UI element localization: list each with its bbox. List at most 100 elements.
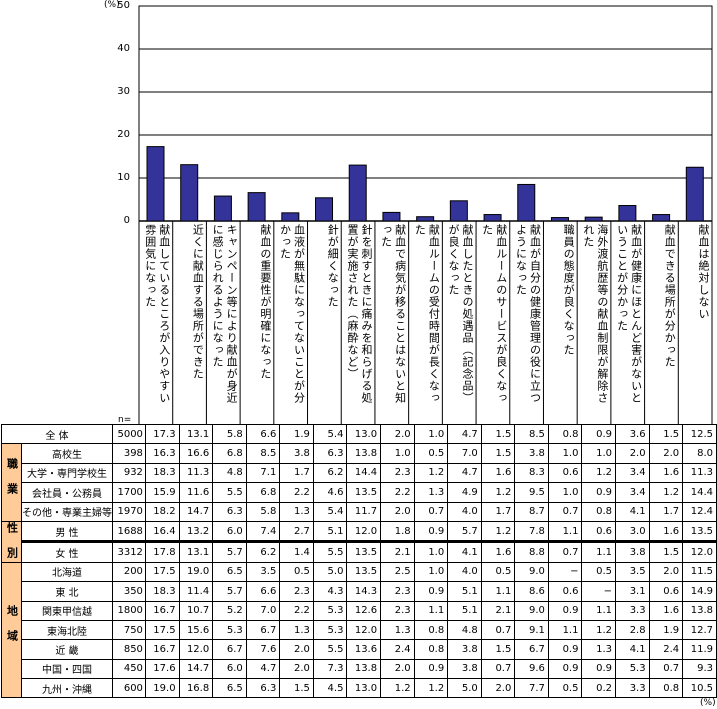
row-label: 大学・専門学校生 (20, 462, 113, 484)
table-cell: 16.4 (144, 520, 180, 543)
table-cell: 0.5 (279, 561, 314, 583)
table-cell: 0.8 (581, 501, 617, 522)
table-cell: 14.4 (682, 482, 717, 503)
table-cell: 14.9 (682, 581, 717, 602)
table-cell: 0.6 (547, 581, 583, 602)
table-cell: 4.7 (245, 658, 281, 680)
row-label: 高校生 (20, 443, 113, 464)
table-cell: 2.1 (480, 600, 516, 621)
table-cell: 1.5 (480, 443, 516, 464)
table-cell: 3.3 (615, 600, 650, 621)
table-cell: 5.4 (312, 501, 348, 522)
table-cell: 7.0 (245, 600, 281, 621)
table-cell: 1.2 (581, 619, 617, 641)
table-cell: 5.3 (312, 600, 348, 621)
table-cell: 1.4 (279, 540, 314, 563)
bar (685, 166, 704, 222)
table-cell: 7.4 (245, 520, 281, 543)
table-cell: 13.5 (346, 482, 382, 503)
table-cell: 1.0 (380, 443, 415, 464)
table-cell: 5.1 (312, 520, 348, 543)
row-label: 北海道 (20, 561, 113, 583)
table-cell: 3.8 (279, 443, 314, 464)
table-cell: 8.0 (682, 443, 717, 464)
table-cell: 14.7 (178, 658, 214, 680)
table-cell: 6.7 (514, 639, 549, 660)
table-cell: 1.1 (413, 600, 449, 621)
table-cell: 1.3 (279, 619, 314, 641)
table-cell: 0.9 (547, 658, 583, 680)
table-row: 近 畿 850 16.7 12.0 6.7 7.6 2.0 5.5 13.6 2.4 0.8 3.8 1… (2, 639, 717, 660)
table-cell: 0.6 (581, 520, 617, 543)
table-cell: 1.3 (413, 482, 449, 503)
sample-size: 600 (111, 678, 146, 699)
sample-size: 750 (111, 619, 146, 641)
table-unit-label: (%) (700, 698, 716, 708)
table-cell: 1.6 (648, 520, 684, 543)
table-cell: 0.5 (480, 561, 516, 583)
category-label: 献血しているところが入りやすい雰囲気になった (143, 224, 171, 404)
table-row: 性別男 性 1688 16.4 13.2 6.0 7.4 2.7 5.1 12.0 1.8 0.9 5… (1, 520, 717, 563)
table-cell: 1.1 (547, 520, 583, 543)
table-cell: 5.4 (312, 423, 348, 445)
table-cell: 5.0 (312, 561, 348, 583)
table-cell: 14.3 (346, 581, 382, 602)
table-cell: 9.5 (514, 482, 549, 503)
table-cell: 13.8 (346, 658, 382, 680)
bar (247, 192, 266, 222)
table-cell: 4.7 (447, 423, 482, 445)
table-cell: 2.0 (480, 678, 516, 699)
table-cell: 10.7 (178, 600, 214, 621)
table-cell: 3.5 (245, 561, 281, 583)
table-cell: 1.2 (648, 482, 684, 503)
table-cell: 7.1 (245, 462, 281, 484)
sample-size: 350 (111, 581, 146, 602)
table-cell: 3.6 (615, 423, 650, 445)
table-cell: 0.9 (413, 658, 449, 680)
group-label: 職業 (1, 443, 22, 522)
table-cell: 2.3 (380, 462, 415, 484)
table-cell: 1.3 (380, 619, 415, 641)
table-cell: 16.7 (144, 600, 180, 621)
table-cell: 1.5 (480, 423, 516, 445)
table-cell: 2.3 (279, 581, 314, 602)
table-cell: 0.7 (480, 658, 516, 680)
y-tick-label: 10 (117, 172, 130, 183)
table-cell: 5.7 (212, 540, 247, 563)
sample-size: 932 (111, 462, 146, 484)
table-cell: 2.0 (380, 658, 415, 680)
table-cell: 0.8 (648, 678, 684, 699)
table-cell: 6.7 (245, 619, 281, 641)
table-cell: 7.0 (447, 443, 482, 464)
table-cell: 11.6 (178, 482, 214, 503)
table-cell: 3.5 (615, 561, 650, 583)
table-cell: − (581, 581, 617, 602)
category-label: 献血は絶対しない (696, 224, 710, 320)
table-cell: 6.0 (212, 520, 247, 543)
table-cell: 5.3 (312, 619, 348, 641)
table-cell: 11.7 (346, 501, 382, 522)
table-cell: 3.8 (447, 658, 482, 680)
table-cell: 8.8 (514, 540, 549, 563)
table-cell: 4.1 (447, 540, 482, 563)
table-cell: 2.3 (380, 581, 415, 602)
table-row: 九州・沖縄 600 19.0 16.8 6.5 6.3 1.5 4.5 13.0 1.2 1.2 5.… (2, 678, 717, 699)
row-label: その他・専業主婦等 (20, 501, 113, 522)
table-cell: 1.1 (480, 581, 516, 602)
table-cell: 1.0 (547, 443, 583, 464)
y-tick-label: 0 (123, 215, 130, 226)
table-cell: 5.5 (312, 540, 348, 563)
table-cell: 17.6 (144, 658, 180, 680)
table-cell: 13.0 (346, 423, 382, 445)
table-row: 東海北陸 750 17.5 15.6 5.3 6.7 1.3 5.3 12.0 1.3 0.8 4.8… (2, 619, 717, 641)
bar (483, 214, 502, 222)
table-cell: 1.1 (581, 600, 617, 621)
table-cell: 6.7 (212, 639, 247, 660)
category-label: 献血ルームのサービスが良くなった (480, 224, 508, 404)
table-cell: 12.6 (346, 600, 382, 621)
table-cell: 11.9 (682, 639, 717, 660)
table-cell: 5.8 (245, 501, 281, 522)
table-cell: 0.2 (581, 678, 617, 699)
sample-size: 450 (111, 658, 146, 680)
table-cell: 0.6 (648, 581, 684, 602)
